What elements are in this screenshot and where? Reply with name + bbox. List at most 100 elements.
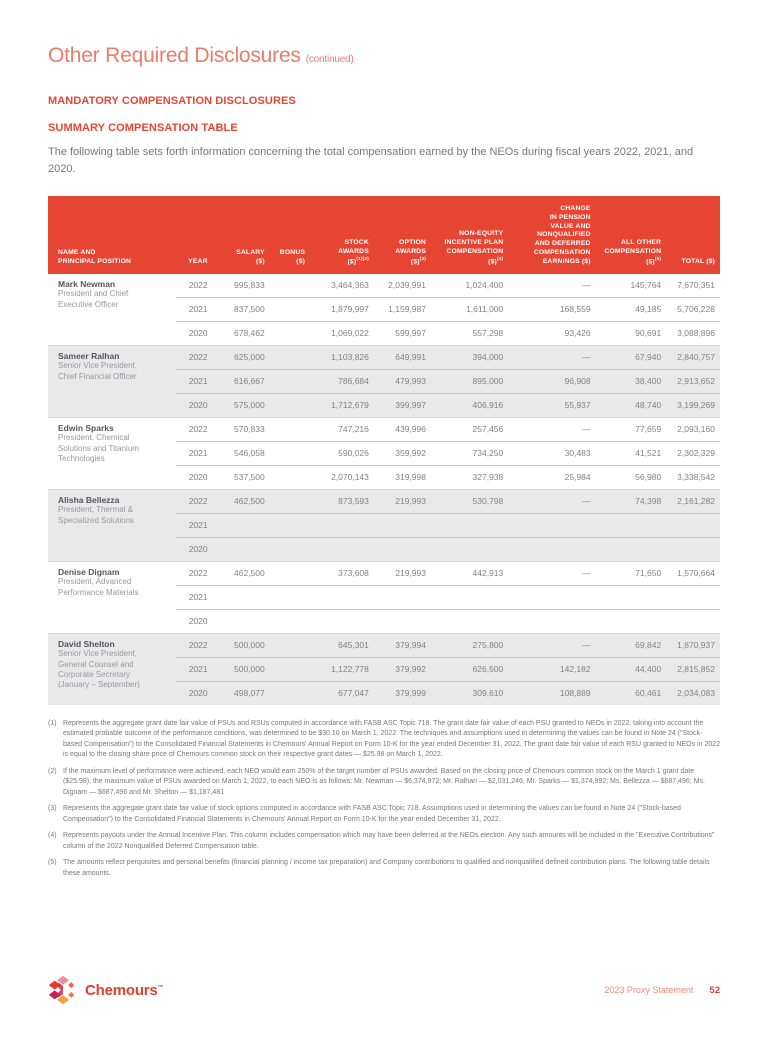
cell-bonus <box>269 368 311 394</box>
cell-total: 2,815,852 <box>666 656 720 682</box>
cell-all_other: 90,691 <box>595 320 667 346</box>
footnote-marker: (5) <box>48 859 57 867</box>
cell-year: 2020 <box>175 536 213 562</box>
column-header-5: OPTION AWARDS ($)(3) <box>373 196 431 274</box>
cell-total <box>666 608 720 634</box>
cell-salary <box>212 512 270 538</box>
cell-bonus <box>270 274 310 298</box>
cell-all_other: 49,185 <box>595 296 667 322</box>
page-footer: Chemours™ 2023 Proxy Statement 52 <box>48 974 720 1006</box>
footer-right: 2023 Proxy Statement 52 <box>604 985 720 996</box>
table-row: 2020 575,000 1,712,679 399,997 406,916 55,937… <box>48 392 720 418</box>
cell-all_other <box>595 608 667 634</box>
cell-all_other: 44,400 <box>595 656 667 682</box>
cell-pension: 93,426 <box>508 320 596 346</box>
cell-year: 2022 <box>175 632 213 658</box>
executive-title-line: Senior Vice President, <box>58 649 138 659</box>
cell-non_equity <box>431 512 509 538</box>
cell-total: 2,913,652 <box>666 368 720 394</box>
cell-pension: 96,908 <box>508 368 596 394</box>
cell-stock: 373,608 <box>310 560 374 586</box>
table-row: 2021 <box>48 584 720 610</box>
executive-title-line: Executive Officer <box>58 299 119 309</box>
cell-pension: 30,483 <box>508 440 596 466</box>
cell-pension: 25,984 <box>508 464 596 490</box>
footnote-marker: (1) <box>48 719 57 727</box>
cell-salary: 678,462 <box>212 320 270 346</box>
table-row: Sameer Ralhan Senior Vice President, Chief… <box>48 344 720 418</box>
cell-year: 2020 <box>175 392 213 418</box>
table-row: 2021 546,058 590,026 359,992 734,250 30,483 41… <box>48 440 720 466</box>
cell-pension <box>508 608 596 634</box>
table-row: 2020 <box>48 536 720 562</box>
cell-option: 399,997 <box>373 392 431 418</box>
cell-bonus <box>269 560 311 586</box>
cell-non_equity: 275,800 <box>431 632 509 658</box>
cell-salary: 498,077 <box>212 680 270 705</box>
cell-pension: 108,889 <box>508 680 596 705</box>
cell-non_equity <box>431 608 509 634</box>
cell-total: 5,706,228 <box>666 296 720 322</box>
cell-pension: — <box>508 560 596 586</box>
cell-salary: 570,833 <box>212 416 270 442</box>
cell-stock: 645,301 <box>310 632 374 658</box>
page-title-continued: (continued) <box>305 54 354 65</box>
cell-pension <box>508 536 596 562</box>
executive-name-cell: David Shelton Senior Vice President, Gener… <box>48 632 176 705</box>
cell-salary: 500,000 <box>212 632 270 658</box>
cell-bonus <box>269 656 311 682</box>
cell-salary <box>212 536 270 562</box>
cell-year: 2020 <box>175 680 213 705</box>
cell-option: 479,993 <box>373 368 431 394</box>
cell-total <box>666 512 720 538</box>
cell-year: 2022 <box>188 279 208 290</box>
executive-title-line: General Counsel and <box>58 659 134 669</box>
table-row: Edwin Sparks President, Chemical Solutions… <box>48 416 720 490</box>
footnote-marker: (4) <box>48 832 57 840</box>
cell-bonus <box>269 680 311 705</box>
cell-total <box>666 536 720 562</box>
cell-option <box>373 608 431 634</box>
cell-non_equity: 309,610 <box>431 680 509 705</box>
executive-title-line: President, Advanced <box>58 577 132 587</box>
cell-non_equity: 557,298 <box>431 320 509 346</box>
cell-year: 2021 <box>175 440 213 466</box>
cell-salary: 995,833 <box>234 279 265 290</box>
column-header-7: CHANGE IN PENSION VALUE AND NONQUALIFIED AND… <box>508 196 596 274</box>
cell-total: 2,302,329 <box>666 440 720 466</box>
cell-salary: 837,500 <box>212 296 270 322</box>
table-row: 2020 678,462 1,069,022 599,997 557,298 93,426… <box>48 320 720 346</box>
table-row: 2020 498,077 677,047 379,999 309,610 108,889 6… <box>48 680 720 705</box>
column-header-4: STOCK AWARDS ($)(1)(2) <box>310 196 374 274</box>
cell-year: 2022 <box>175 416 213 442</box>
cell-all_other <box>595 536 667 562</box>
cell-pension: — <box>508 416 596 442</box>
cell-option: 219,993 <box>373 488 431 514</box>
cell-stock: 2,070,143 <box>310 464 374 490</box>
cell-year: 2021 <box>175 368 213 394</box>
cell-total: 3,088,896 <box>666 320 720 346</box>
cell-salary <box>212 608 270 634</box>
page-content: Other Required Disclosures (continued) MA… <box>0 44 768 879</box>
cell-total: 2,093,160 <box>666 416 720 442</box>
executive-name: Alisha Bellezza <box>58 494 120 505</box>
footnote-text: Represents payouts under the Annual Ince… <box>63 832 715 850</box>
column-header-2: SALARY ($) <box>212 196 270 274</box>
cell-stock: 747,216 <box>310 416 374 442</box>
brand-lockup: Chemours™ <box>48 974 164 1006</box>
cell-pension: — <box>508 632 596 658</box>
cell-year: 2021 <box>175 584 213 610</box>
executive-title-line: Technologies <box>58 453 105 463</box>
cell-all_other: 77,659 <box>595 416 667 442</box>
table-row: 2021 837,500 1,879,997 1,159,987 1,611,000 16… <box>48 296 720 322</box>
table-row: 2020 <box>48 608 720 634</box>
subsection-heading: SUMMARY COMPENSATION TABLE <box>48 122 238 134</box>
cell-all_other: 145,764 <box>630 279 662 290</box>
cell-all_other: 38,400 <box>595 368 667 394</box>
exec-block-mark-newman: Mark Newman President and Chief Executive … <box>48 274 720 346</box>
cell-non_equity: 394,000 <box>431 344 509 370</box>
exec-block-sameer-ralhan: Sameer Ralhan Senior Vice President, Chief… <box>48 344 720 418</box>
footnote-text: The amounts reflect perquisites and pers… <box>63 859 710 877</box>
cell-bonus <box>269 344 311 370</box>
cell-option <box>373 512 431 538</box>
